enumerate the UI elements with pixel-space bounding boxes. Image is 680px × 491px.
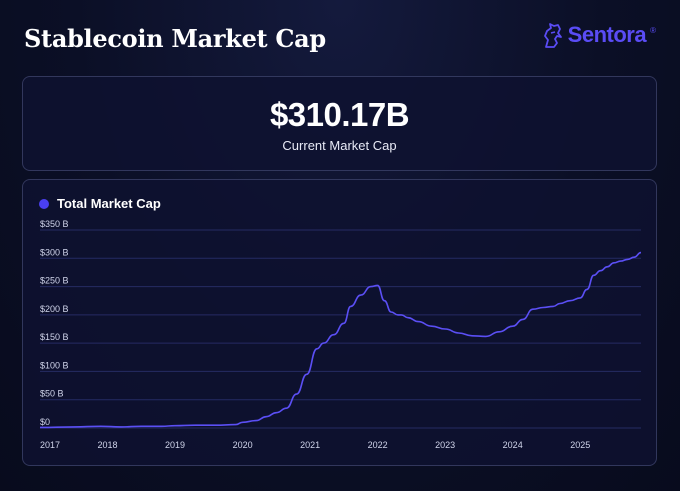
x-tick-label: 2020	[233, 440, 253, 450]
sentora-logo: Sentora ®	[542, 22, 656, 48]
x-tick-label: 2022	[368, 440, 388, 450]
y-tick-label: $200 B	[40, 304, 69, 314]
horse-icon	[543, 23, 562, 48]
x-tick-label: 2023	[435, 440, 455, 450]
y-tick-label: $0	[40, 417, 50, 427]
x-tick-label: 2021	[300, 440, 320, 450]
current-market-cap-label: Current Market Cap	[282, 138, 397, 153]
x-tick-label: 2017	[40, 440, 60, 450]
series-line-total-market-cap	[39, 251, 642, 429]
x-tick-label: 2018	[98, 440, 118, 450]
legend-marker	[39, 198, 49, 209]
y-tick-label: $150 B	[40, 332, 69, 342]
chart-card: $0 $50 B $100 B $150 B $200 B $250 B $300 B $35…	[22, 179, 657, 466]
summary-card: $310.17B Current Market Cap	[22, 76, 657, 171]
y-tick-label: $300 B	[40, 247, 69, 257]
y-tick-label: $100 B	[40, 360, 69, 370]
y-tick-label: $350 B	[40, 219, 69, 229]
chart-legend: Total Market Cap	[39, 196, 161, 211]
legend-label: Total Market Cap	[57, 196, 161, 211]
x-tick-label: 2025	[570, 440, 590, 450]
x-tick-label: 2024	[503, 440, 523, 450]
current-market-cap-value: $310.17B	[269, 96, 410, 133]
market-cap-chart: $0 $50 B $100 B $150 B $200 B $250 B $300 B $35…	[39, 219, 642, 450]
logo-registered-mark: ®	[650, 26, 656, 35]
page-title: Stablecoin Market Cap	[24, 24, 326, 53]
x-tick-label: 2019	[165, 440, 185, 450]
logo-text: Sentora	[567, 22, 647, 47]
y-tick-label: $250 B	[40, 276, 69, 286]
y-tick-label: $50 B	[40, 389, 64, 399]
